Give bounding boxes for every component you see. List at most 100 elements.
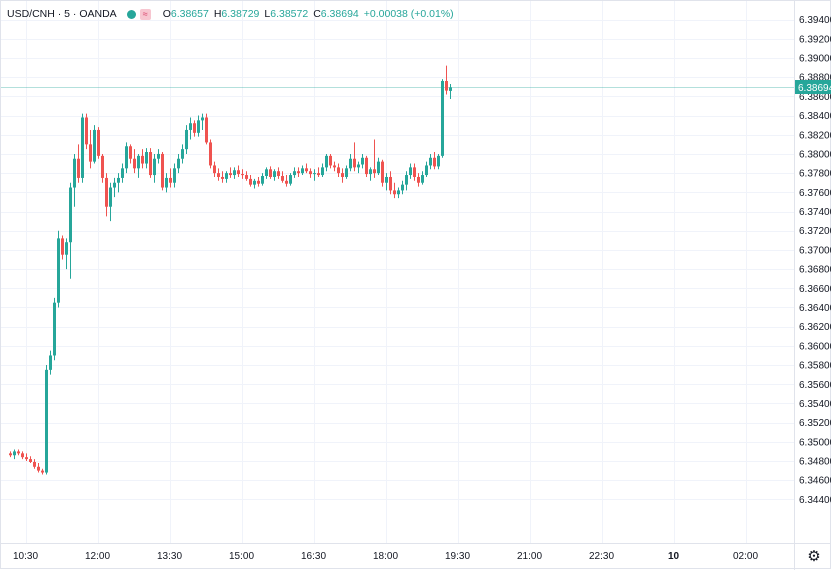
candle-body xyxy=(429,158,432,166)
candle xyxy=(385,173,388,190)
time-tick-label: 16:30 xyxy=(301,551,326,562)
candle xyxy=(181,144,184,163)
candle xyxy=(261,173,264,185)
candle-body xyxy=(269,169,272,177)
candle-body xyxy=(53,303,56,356)
price-tick-label: 6.36800 xyxy=(799,265,831,276)
open-number: 6.38657 xyxy=(171,8,209,20)
candle-body xyxy=(29,459,32,462)
candle xyxy=(113,178,116,197)
candle-body xyxy=(101,156,104,178)
candle xyxy=(297,167,300,177)
candle xyxy=(369,167,372,180)
candle-body xyxy=(113,183,116,188)
candle xyxy=(253,179,256,189)
close-value: C6.38694 xyxy=(313,8,359,20)
close-label: C xyxy=(313,8,321,20)
price-tick-label: 6.39200 xyxy=(799,34,831,45)
candle-body xyxy=(445,81,448,91)
price-tick-label: 6.35800 xyxy=(799,361,831,372)
candle-body xyxy=(393,190,396,194)
time-tick-label: 02:00 xyxy=(733,551,758,562)
candle-body xyxy=(369,169,372,174)
candle-body xyxy=(397,190,400,194)
candle xyxy=(101,154,104,183)
candle-body xyxy=(177,159,180,169)
candle xyxy=(177,154,180,173)
candle xyxy=(285,175,288,187)
candle-body xyxy=(321,167,324,175)
candle xyxy=(209,140,212,169)
candle xyxy=(69,183,72,279)
gear-icon[interactable]: ⚙ xyxy=(806,549,822,565)
candle-body xyxy=(57,238,60,302)
chart-grid xyxy=(1,1,794,543)
candle-body xyxy=(277,171,280,176)
candle-body xyxy=(225,173,228,179)
candle-body xyxy=(409,167,412,175)
candle xyxy=(61,236,64,260)
time-tick-label: 21:00 xyxy=(517,551,542,562)
candle xyxy=(9,451,12,457)
candle-body xyxy=(209,142,212,165)
candle-body xyxy=(137,156,140,168)
price-tick-label: 6.36400 xyxy=(799,303,831,314)
candle-body xyxy=(17,451,20,453)
candle-body xyxy=(309,171,312,174)
price-tick-label: 6.34600 xyxy=(799,476,831,487)
candle xyxy=(17,450,20,456)
candle xyxy=(229,167,232,178)
candle xyxy=(377,158,380,175)
candle-body xyxy=(293,171,296,175)
candle xyxy=(37,463,40,473)
candle xyxy=(257,177,260,187)
candle-body xyxy=(165,178,168,188)
candle-body xyxy=(449,87,452,91)
candle xyxy=(13,450,16,460)
candle-body xyxy=(281,176,284,181)
candle xyxy=(289,173,292,185)
price-tick-label: 6.34400 xyxy=(799,495,831,506)
candle-body xyxy=(421,175,424,183)
series-legend: USD/CNH · 5 · OANDA ≈ O6.38657 H6.38729 … xyxy=(7,8,459,20)
candle xyxy=(425,162,428,177)
candle xyxy=(105,173,108,216)
candle xyxy=(349,154,352,171)
price-tick-label: 6.37200 xyxy=(799,226,831,237)
candle-body xyxy=(361,158,364,165)
candle xyxy=(357,162,360,174)
wave-icon[interactable]: ≈ xyxy=(140,9,151,20)
candle-body xyxy=(401,185,404,191)
price-tick-label: 6.35200 xyxy=(799,418,831,429)
candle xyxy=(313,169,316,181)
time-tick-label: 10 xyxy=(668,551,680,562)
candle xyxy=(197,116,200,137)
candle xyxy=(393,183,396,198)
candle xyxy=(405,171,408,190)
candle-body xyxy=(221,177,224,179)
candle-body xyxy=(433,158,436,167)
candle xyxy=(241,169,244,179)
candle xyxy=(125,142,128,173)
candles xyxy=(9,66,452,475)
candle xyxy=(337,164,340,177)
candle xyxy=(381,160,384,187)
candle xyxy=(397,188,400,199)
time-tick-label: 10:30 xyxy=(13,551,38,562)
candle-body xyxy=(61,238,64,254)
candle-body xyxy=(13,451,16,455)
time-tick-label: 13:30 xyxy=(157,551,182,562)
candle xyxy=(321,164,324,177)
candle xyxy=(57,231,60,308)
symbol-title[interactable]: USD/CNH · 5 · OANDA xyxy=(7,8,117,20)
candle xyxy=(97,127,100,159)
candle-body xyxy=(125,146,128,168)
candle xyxy=(137,154,140,178)
candle xyxy=(269,166,272,178)
candle xyxy=(237,165,240,177)
price-tick-label: 6.35600 xyxy=(799,380,831,391)
candle-body xyxy=(117,178,120,183)
